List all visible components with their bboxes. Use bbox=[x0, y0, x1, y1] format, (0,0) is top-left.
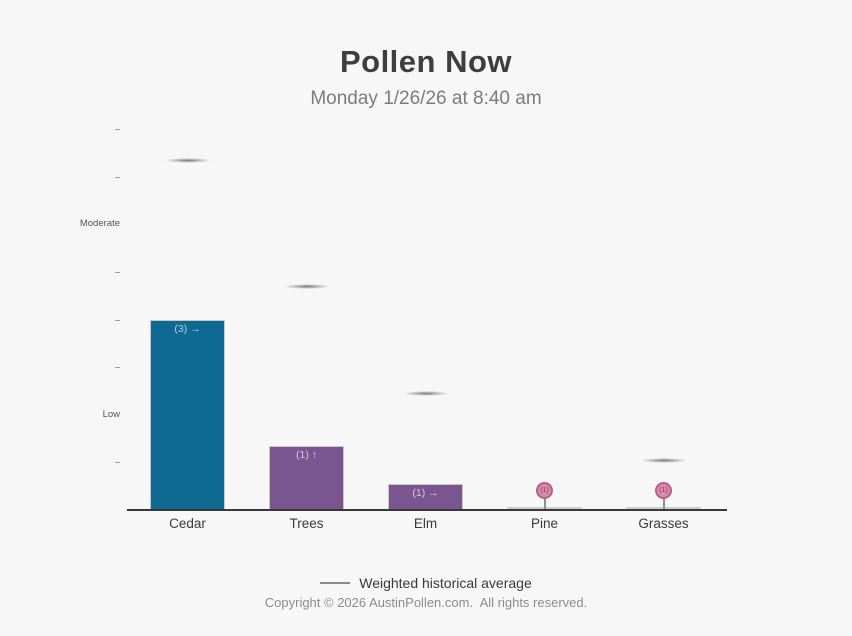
page-title: Pollen Now bbox=[339, 44, 513, 79]
x-axis-label-elm: Elm bbox=[413, 516, 438, 531]
x-axis-label-grasses: Grasses bbox=[638, 516, 689, 531]
x-axis-label-cedar: Cedar bbox=[169, 516, 206, 531]
legend-label: Weighted historical average bbox=[359, 575, 532, 591]
y-axis-label: Moderate bbox=[79, 218, 120, 230]
y-axis-tick bbox=[115, 367, 120, 369]
avg-marker-grasses bbox=[640, 457, 687, 463]
legend-line-swatch bbox=[320, 582, 351, 584]
lollipop-stem-pine bbox=[543, 491, 546, 510]
bar-cedar: (3) → bbox=[150, 319, 225, 510]
y-axis-tick bbox=[115, 462, 120, 464]
bar-value-label-cedar: (3) → bbox=[174, 322, 201, 335]
lollipop-stem-grasses bbox=[662, 491, 665, 510]
bar-trees: (1) ↑ bbox=[269, 445, 344, 510]
bar-value-label-trees: (1) ↑ bbox=[296, 448, 317, 461]
y-axis-tick bbox=[115, 272, 120, 273]
lollipop-marker-pine: (1) bbox=[536, 481, 553, 499]
y-axis-tick bbox=[115, 129, 120, 131]
avg-marker-elm bbox=[402, 390, 449, 396]
avg-marker-trees bbox=[283, 283, 330, 289]
x-axis-line bbox=[127, 509, 727, 511]
avg-marker-cedar bbox=[164, 157, 211, 163]
y-axis-label: Low bbox=[102, 408, 120, 420]
copyright-text: Copyright © 2026 AustinPollen.com. All r… bbox=[264, 595, 588, 610]
x-axis-label-trees: Trees bbox=[289, 516, 324, 531]
lollipop-marker-grasses: (1) bbox=[655, 481, 672, 499]
y-axis-tick bbox=[115, 319, 120, 321]
x-axis-label-pine: Pine bbox=[530, 516, 559, 531]
page-subtitle: Monday 1/26/26 at 8:40 am bbox=[310, 88, 542, 109]
y-axis-tick bbox=[115, 176, 120, 178]
bar-value-label-elm: (1) → bbox=[412, 486, 439, 499]
bar-elm: (1) → bbox=[388, 483, 463, 510]
chart-legend: Weighted historical average bbox=[0, 575, 852, 591]
